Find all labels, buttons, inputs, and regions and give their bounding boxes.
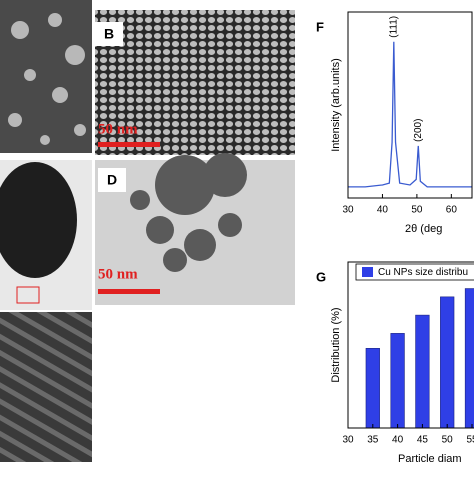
bar (415, 314, 430, 428)
y-axis-label: Distribution (%) (330, 307, 342, 382)
x-tick-label: 50 (411, 205, 423, 216)
image-b (95, 10, 295, 155)
x-tick-label: 40 (377, 205, 389, 216)
panel-label: B (104, 26, 114, 42)
x-tick-label: 30 (342, 205, 354, 216)
x-tick-label: 50 (442, 435, 454, 446)
x-tick-label: 35 (367, 435, 379, 446)
particles (130, 153, 247, 272)
x-axis-label: Particle diam (398, 453, 462, 465)
panel-label: G (316, 269, 326, 284)
image-e (0, 312, 92, 462)
annotation: (200) (413, 119, 424, 142)
scale-label: 50 nm (98, 121, 138, 137)
bar (390, 333, 405, 428)
axes-frame (347, 261, 474, 429)
x-tick-label: 55 (466, 435, 474, 446)
legend-label: Cu NPs size distribu (378, 267, 468, 278)
line (348, 41, 472, 188)
panel-label: F (316, 19, 324, 34)
plot (365, 288, 474, 428)
x-tick-label: 30 (342, 435, 354, 446)
axes-frame (347, 11, 473, 199)
legend-swatch (362, 267, 373, 277)
legend-box (355, 263, 474, 281)
scale-bar (98, 142, 160, 147)
annotation: (111) (388, 16, 399, 38)
x-axis-label: 2θ (deg (405, 223, 442, 235)
plot (348, 41, 472, 188)
scale-bar (98, 289, 160, 294)
aggregate (0, 162, 77, 278)
y-axis-label: Intensity (arb.units) (330, 58, 342, 152)
panel-label: D (107, 172, 117, 188)
label-box (95, 22, 123, 46)
particles (8, 13, 86, 145)
x-tick-label: 40 (392, 435, 404, 446)
bar (440, 296, 455, 428)
bar (365, 348, 380, 428)
x-tick-label: 45 (417, 435, 429, 446)
scale-label: 50 nm (98, 266, 138, 282)
label-box (98, 168, 126, 192)
inset-box (16, 286, 40, 304)
micrographs: B 50 nm D 50 nm (0, 0, 295, 462)
bar (464, 288, 474, 428)
x-tick-label: 60 (446, 205, 458, 216)
